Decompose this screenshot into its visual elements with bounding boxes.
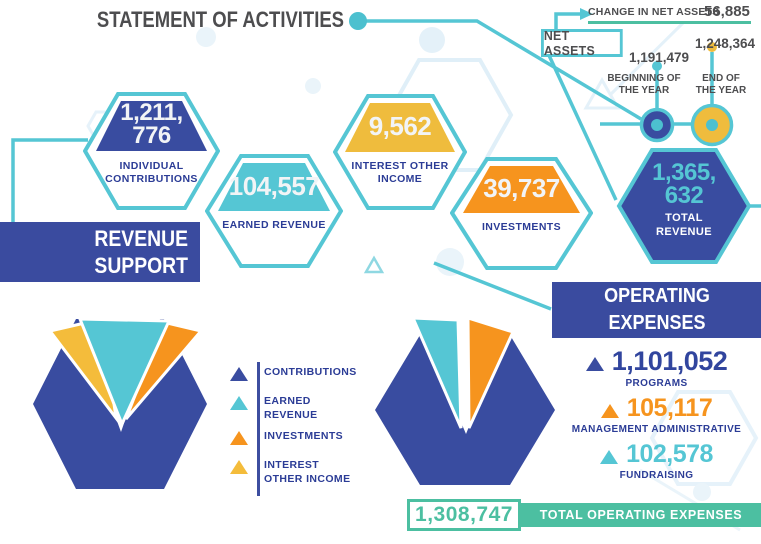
legend-divider xyxy=(257,362,260,496)
triangle-marker-icon xyxy=(230,396,248,410)
revenue-hexagon-earned-revenue: 104,557 EARNED REVENUE xyxy=(205,152,343,270)
hexagon-shape xyxy=(616,148,752,264)
pie-slice-earned-revenue xyxy=(77,317,172,428)
total-operating-expenses-value: 1,308,747 xyxy=(407,499,521,531)
total-operating-expenses-bar: TOTAL OPERATING EXPENSES xyxy=(521,503,761,527)
end-of-year-value: 1,248,364 xyxy=(694,36,756,51)
change-in-net-assets-value: 56,885 xyxy=(704,3,750,20)
decor-line xyxy=(608,20,686,97)
hexagon-value: 39,737 xyxy=(483,172,560,203)
operating-expenses-figures: 1,101,052 PROGRAMS 105,117 MANAGEMENT AD… xyxy=(552,346,761,481)
change-in-net-assets-label: CHANGE IN NET ASSETS xyxy=(588,6,720,18)
circuit-lines xyxy=(11,12,761,311)
legend-item-contributions: CONTRIBUTIONS xyxy=(230,366,365,381)
revenue-support-section-label: REVENUE SUPPORT xyxy=(94,225,188,279)
total-revenue-hexagon: 1,365, 632 TOTAL REVENUE xyxy=(616,146,752,266)
revenue-hexagon-individual-contributions: 1,211, 776 INDIVIDUAL CONTRIBUTIONS xyxy=(83,90,220,212)
triangle-marker-icon xyxy=(230,431,248,446)
operating-expenses-section-label: OPERATING EXPENSES xyxy=(603,285,710,334)
pie-slice-fundraising xyxy=(410,316,463,429)
triangle-marker-icon xyxy=(585,356,604,371)
end-of-year-node-core xyxy=(706,119,718,131)
hexagon-shape xyxy=(333,94,467,210)
decor-circle xyxy=(693,483,711,501)
decor-circle xyxy=(436,248,464,276)
decor-triangle xyxy=(363,255,385,274)
triangle-marker-icon xyxy=(230,367,248,381)
revenue-support-section-box: REVENUE SUPPORT xyxy=(0,222,200,282)
pie-slice-management-administrative xyxy=(466,315,516,429)
expenses-hexagon-pie-chart xyxy=(375,315,555,485)
beginning-of-year-node-core xyxy=(651,119,663,131)
legend-item-interest-other-income: INTEREST OTHER INCOME xyxy=(230,459,365,486)
beginning-of-year-dot xyxy=(652,61,662,71)
legend-item-investments: INVESTMENTS xyxy=(230,430,365,446)
decor-circle xyxy=(305,78,321,94)
end-of-year-dot xyxy=(707,42,717,52)
beginning-of-year-label: BEGINNING OF THE YEAR xyxy=(607,73,681,96)
legend: CONTRIBUTIONS EARNED REVENUE INVESTMENTS… xyxy=(230,366,365,487)
decor-circle xyxy=(196,27,216,47)
arrow-right-icon xyxy=(580,8,593,20)
hexagon-value: 9,562 xyxy=(368,110,432,141)
hexagon-label: TOTAL REVENUE xyxy=(656,212,712,238)
hexagon-shape xyxy=(205,154,343,268)
legend-item-earned-revenue: EARNED REVENUE xyxy=(230,395,365,422)
expense-item-management-administrative: 105,117 MANAGEMENT ADMINISTRATIVE xyxy=(571,394,742,435)
decor-hexagon xyxy=(649,390,759,486)
change-underline xyxy=(588,21,751,24)
expense-item-programs: 1,101,052 PROGRAMS xyxy=(552,346,761,389)
hexagon-value: 104,557 xyxy=(228,170,320,201)
hexagon-shape xyxy=(83,92,220,210)
revenue-hexagon-interest-other-income: 9,562 INTEREST OTHER INCOME xyxy=(333,92,467,212)
hexagon-label: INTEREST OTHER INCOME xyxy=(351,160,449,186)
revenue-hexagon-investments: 39,737 INVESTMENTS xyxy=(450,155,593,272)
operating-expenses-section-box: OPERATING EXPENSES xyxy=(552,282,761,338)
triangle-marker-icon xyxy=(600,449,619,464)
page-title: STATEMENT OF ACTIVITIES xyxy=(96,7,344,32)
triangle-marker-icon xyxy=(230,460,248,475)
hexagon-shape xyxy=(450,157,593,270)
expense-item-fundraising: 102,578 FUNDRAISING xyxy=(552,440,761,481)
revenue-hexagon-pie-chart xyxy=(33,317,207,489)
title-node-dot xyxy=(349,12,367,30)
beginning-of-year-value: 1,191,479 xyxy=(628,50,690,65)
end-of-year-label: END OF THE YEAR xyxy=(695,73,747,96)
net-assets-box: NET ASSETS xyxy=(541,28,623,58)
hexagon-label: INDIVIDUAL CONTRIBUTIONS xyxy=(105,160,198,186)
decor-circle xyxy=(419,27,445,53)
triangle-marker-icon xyxy=(600,403,619,418)
hexagon-label: INVESTMENTS xyxy=(481,221,562,233)
hexagon-value: 1,365, 632 xyxy=(652,159,716,209)
hexagon-label: EARNED REVENUE xyxy=(222,219,326,231)
pie-base-hexagon xyxy=(375,335,555,485)
hexagon-value: 1,211, 776 xyxy=(120,99,183,149)
